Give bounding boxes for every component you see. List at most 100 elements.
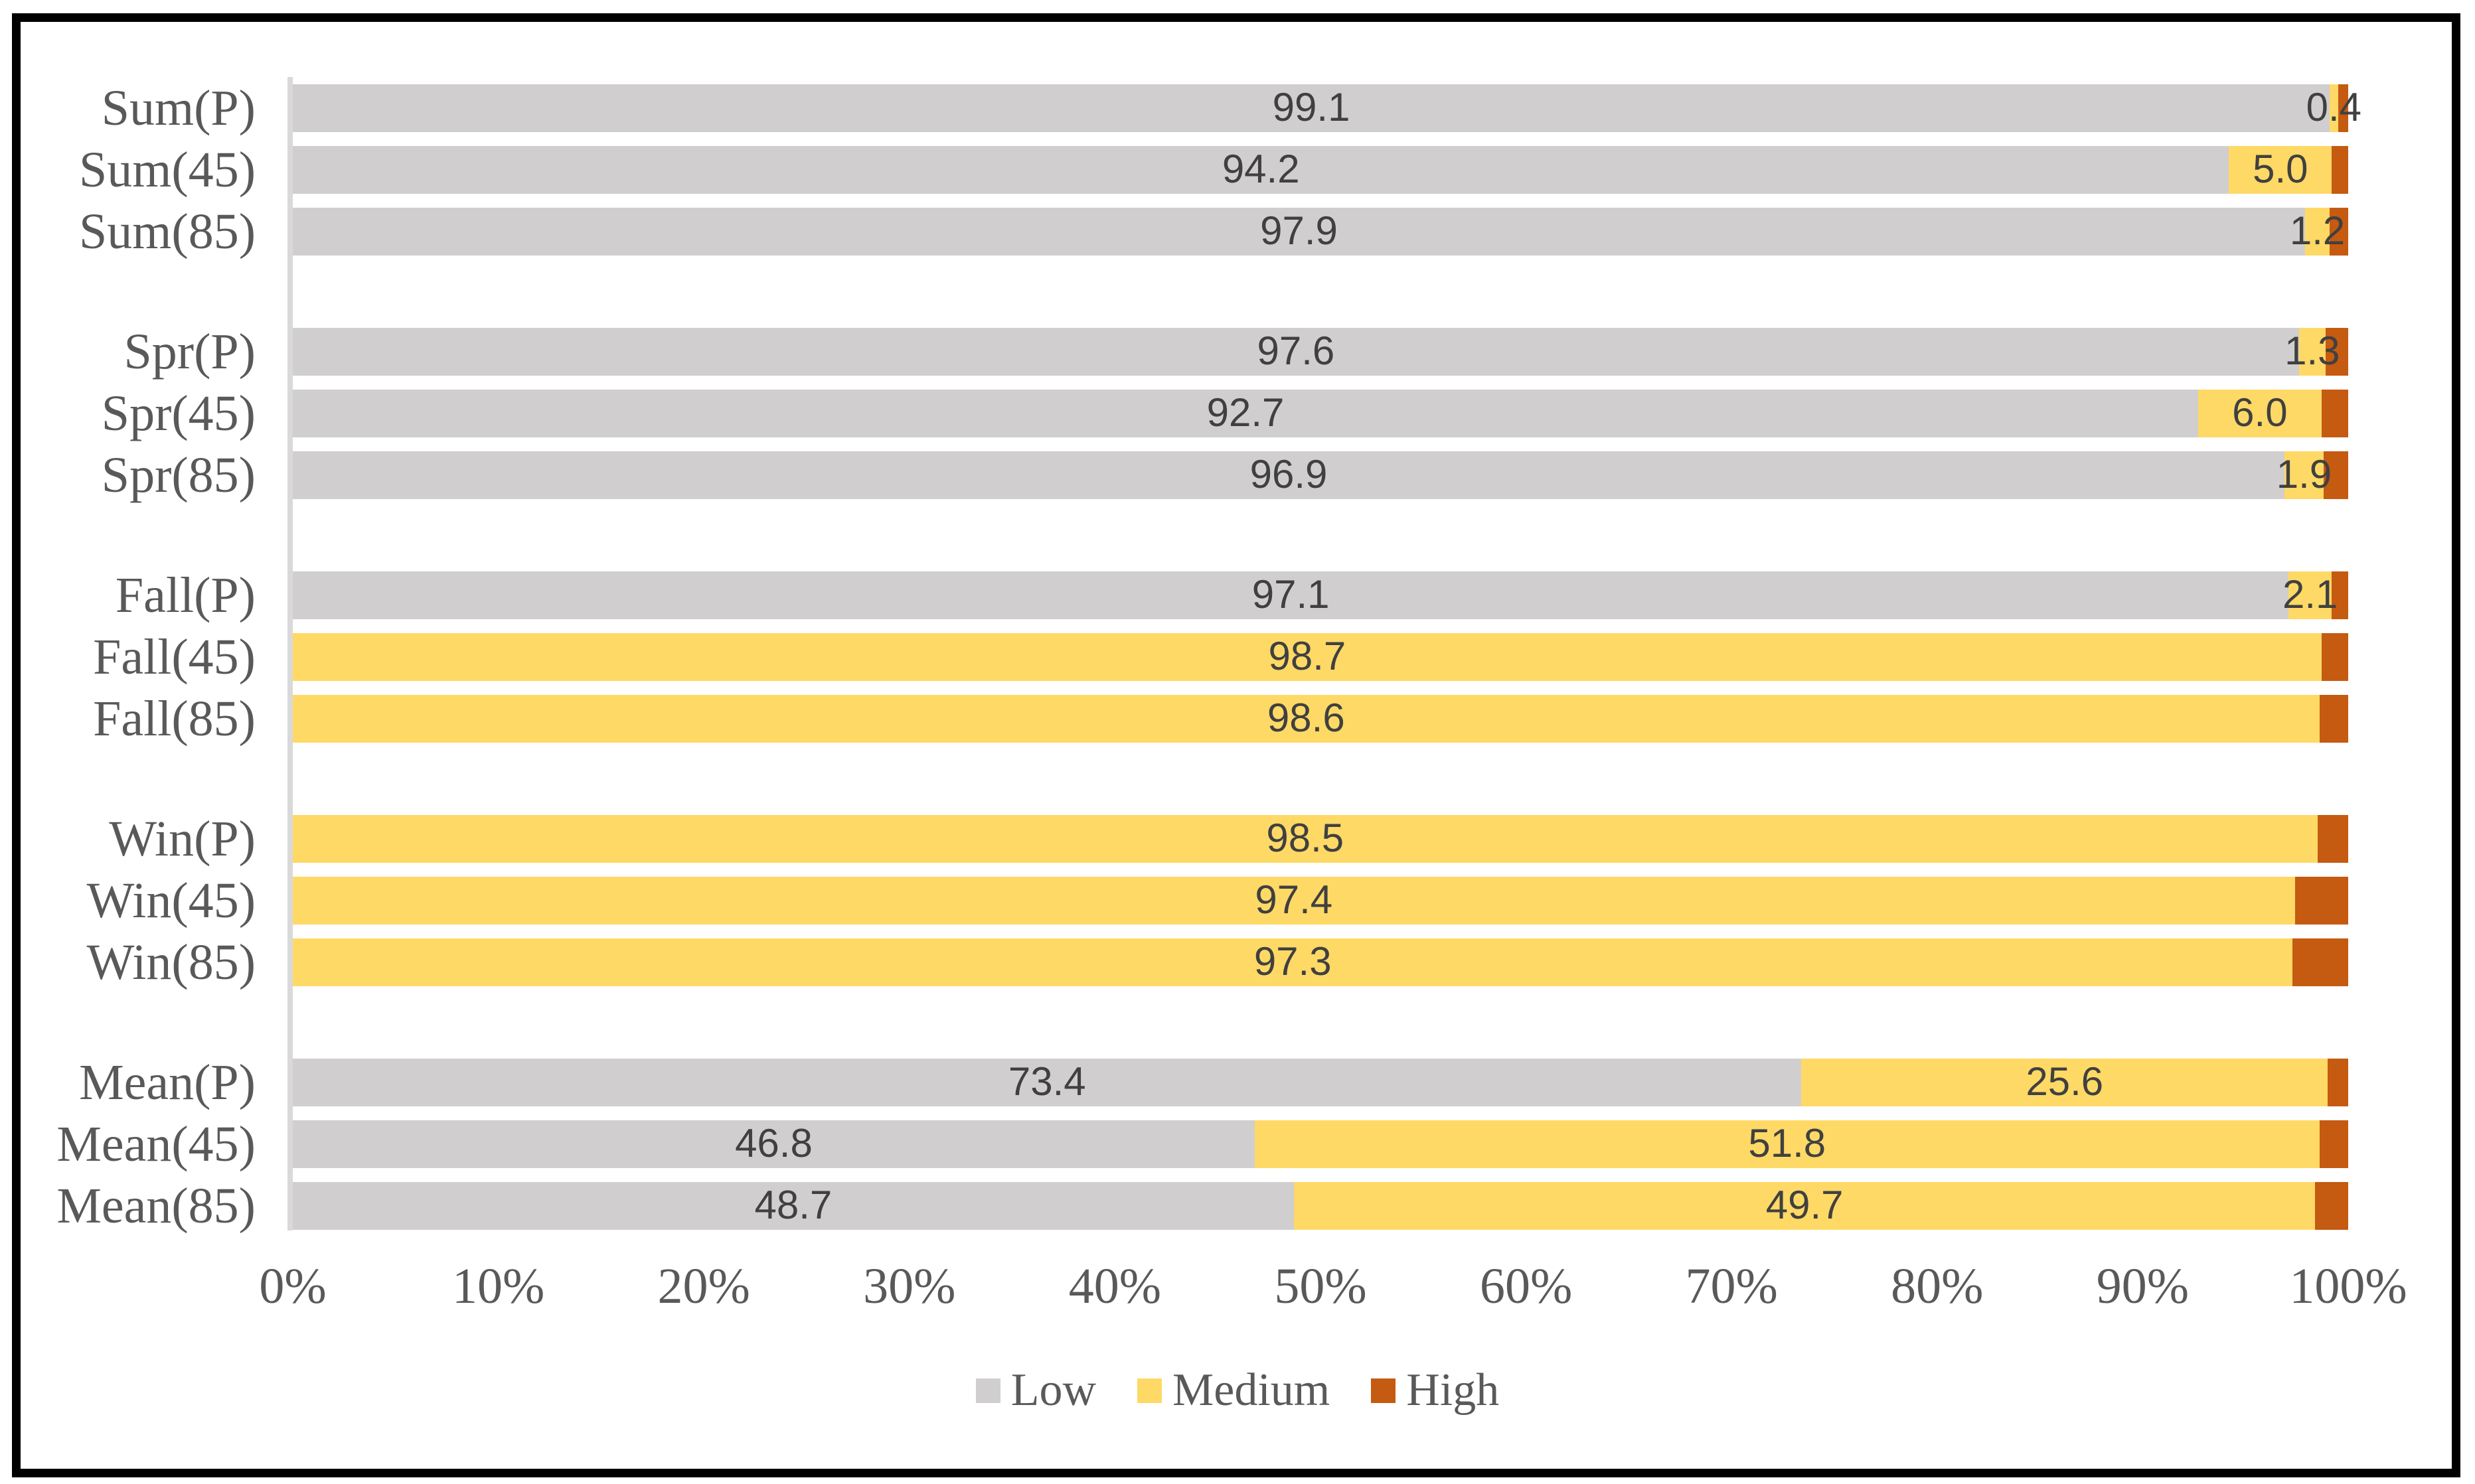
- category-label: Mean(P): [79, 1055, 256, 1110]
- stacked-bar: 98.6: [293, 695, 2348, 743]
- bar-row: Win(P) 98.5: [0, 814, 2348, 864]
- x-tick-label: 40%: [1068, 1258, 1162, 1314]
- stacked-bar: 99.1 0.4: [293, 84, 2361, 132]
- value-label-medium: 98.5: [1266, 816, 1344, 861]
- value-label-low: 48.7: [754, 1183, 833, 1228]
- category-label: Spr(45): [101, 386, 256, 441]
- segment-low: [293, 1182, 1294, 1230]
- value-label-medium: 6.0: [2232, 390, 2288, 435]
- category-label: Fall(P): [115, 567, 256, 623]
- legend-label: High: [1406, 1365, 1500, 1416]
- segment-low: [293, 328, 2299, 376]
- value-label-medium: 0.4: [2306, 85, 2362, 130]
- bar-row: Win(85) 97.3: [0, 934, 2348, 990]
- value-label-medium: 5.0: [2253, 147, 2308, 192]
- segment-medium: [2197, 390, 2322, 437]
- bar-row: Mean(85) 48.7 49.7: [0, 1181, 2348, 1231]
- value-label-low: 97.1: [1251, 572, 1330, 617]
- segment-low: [293, 1120, 1255, 1168]
- segment-medium: [2330, 84, 2338, 132]
- bar-row: Spr(45) 92.7 6.0: [0, 386, 2348, 441]
- y-axis-line: [287, 77, 293, 1230]
- stacked-bar: 46.8 51.8: [293, 1120, 2348, 1168]
- stacked-bar: 98.5: [293, 815, 2348, 863]
- value-label-low: 96.9: [1249, 452, 1328, 497]
- legend-swatch-icon: [975, 1378, 1000, 1403]
- value-label-medium: 98.7: [1268, 634, 1346, 679]
- segment-medium: [293, 938, 2293, 986]
- legend-item-high: High: [1371, 1366, 1499, 1415]
- category-label: Mean(45): [56, 1116, 256, 1172]
- value-label-medium: 49.7: [1765, 1183, 1844, 1228]
- value-label-medium: 98.6: [1267, 696, 1345, 741]
- segment-medium: [293, 695, 2320, 743]
- x-tick-label: 10%: [451, 1258, 545, 1314]
- stacked-bar: 92.7 6.0: [293, 390, 2348, 437]
- value-label-low: 99.1: [1272, 85, 1350, 130]
- stacked-bar: 73.4 25.6: [293, 1059, 2348, 1106]
- segment-high: [2332, 146, 2348, 194]
- bar-row: Spr(85) 96.9 1.9: [0, 450, 2348, 500]
- segment-medium: [2229, 146, 2332, 194]
- category-label: Fall(45): [93, 629, 256, 685]
- segment-high: [2330, 208, 2348, 256]
- value-label-low: 73.4: [1008, 1059, 1086, 1104]
- category-label: Win(85): [86, 934, 256, 990]
- segment-high: [2292, 938, 2348, 986]
- bar-row: Fall(85) 98.6: [0, 691, 2348, 747]
- x-tick-label: 70%: [1685, 1258, 1778, 1314]
- category-label: Fall(85): [93, 691, 256, 747]
- x-axis: 0% 10% 20% 30% 40% 50% 60% 70% 80% 90% 100%: [259, 1258, 2407, 1314]
- category-label: Spr(P): [123, 324, 256, 380]
- stacked-bar: 96.9 1.9: [293, 451, 2348, 499]
- segment-medium: [1801, 1059, 2328, 1106]
- value-label-low: 46.8: [735, 1121, 813, 1166]
- segment-low: [293, 146, 2229, 194]
- stacked-bar: 97.3: [293, 938, 2348, 986]
- segment-medium: [2304, 208, 2330, 256]
- value-label-low: 92.7: [1206, 390, 1285, 435]
- stacked-bar: 97.9 1.2: [293, 208, 2348, 256]
- stacked-bar: 97.6 1.3: [293, 328, 2348, 376]
- x-tick-label: 30%: [863, 1258, 956, 1314]
- x-tick-label: 0%: [259, 1258, 327, 1314]
- segment-medium: [1293, 1182, 2316, 1230]
- bar-row: Sum(85) 97.9 1.2: [0, 204, 2348, 260]
- segment-high: [2328, 1059, 2348, 1106]
- stacked-bar: 97.1 2.1: [293, 571, 2348, 619]
- segment-low: [293, 84, 2330, 132]
- value-label-low: 94.2: [1222, 147, 1300, 192]
- value-label-medium: 51.8: [1748, 1121, 1826, 1166]
- value-label-low: 97.9: [1260, 208, 1338, 254]
- value-label-medium: 1.3: [2284, 329, 2340, 374]
- segment-low: [293, 390, 2198, 437]
- bar-row: Mean(P) 73.4 25.6: [0, 1055, 2348, 1110]
- category-label: Win(45): [86, 873, 256, 928]
- segment-high: [2319, 1120, 2348, 1168]
- bar-row: Mean(45) 46.8 51.8: [0, 1116, 2348, 1172]
- segment-high: [2321, 633, 2348, 681]
- stacked-bar: 97.4: [293, 877, 2348, 925]
- bar-row: Win(45) 97.4: [0, 873, 2348, 928]
- segment-low: [293, 208, 2305, 256]
- segment-medium: [293, 633, 2322, 681]
- segment-high: [2325, 328, 2348, 376]
- category-label: Sum(45): [79, 142, 256, 198]
- category-label: Sum(85): [79, 204, 256, 260]
- bar-row: Sum(45) 94.2 5.0: [0, 142, 2348, 198]
- segment-high: [2315, 1182, 2348, 1230]
- segment-high: [2323, 451, 2348, 499]
- segment-high: [2338, 84, 2348, 132]
- x-tick-label: 100%: [2289, 1258, 2407, 1314]
- value-label-medium: 1.2: [2289, 208, 2346, 254]
- legend-label: Low: [1010, 1365, 1097, 1416]
- bar-row: Fall(P) 97.1 2.1: [0, 567, 2348, 623]
- value-label-medium: 1.9: [2276, 452, 2332, 497]
- bar-row: Fall(45) 98.7: [0, 629, 2348, 685]
- bar-row: Sum(P) 99.1 0.4: [0, 83, 2361, 133]
- legend-label: Medium: [1172, 1365, 1330, 1416]
- stacked-bar: 94.2 5.0: [293, 146, 2348, 194]
- segment-medium: [2288, 571, 2332, 619]
- segment-high: [2319, 695, 2348, 743]
